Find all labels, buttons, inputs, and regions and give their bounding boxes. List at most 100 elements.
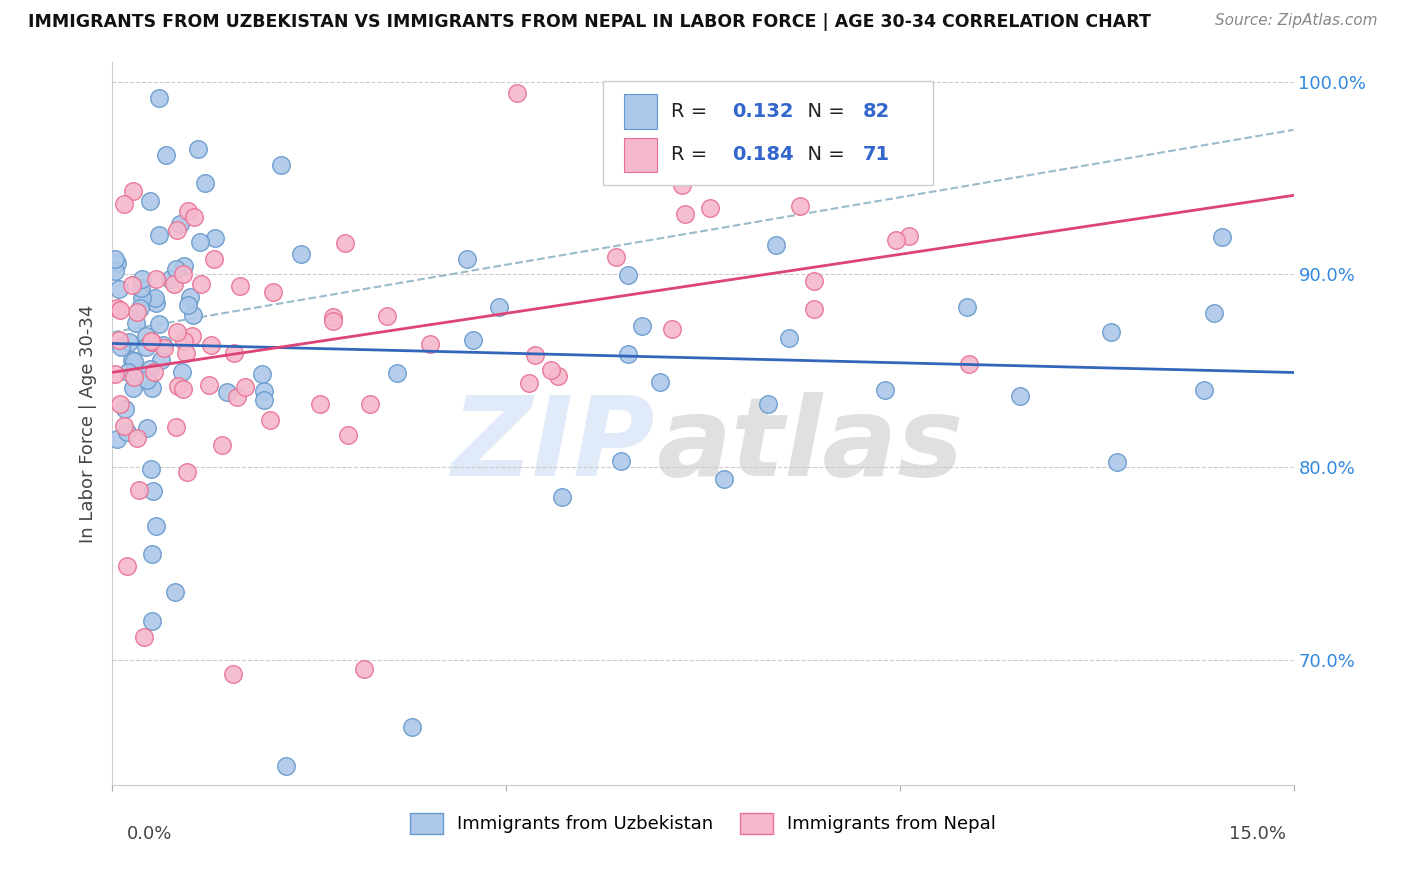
Point bbox=[152, 341, 174, 355]
Point bbox=[141, 614, 163, 628]
Point bbox=[152, 338, 174, 352]
Point bbox=[148, 317, 170, 331]
Y-axis label: In Labor Force | Age 30-34: In Labor Force | Age 30-34 bbox=[79, 304, 97, 543]
Point bbox=[150, 353, 173, 368]
Point bbox=[803, 302, 825, 317]
Point bbox=[617, 268, 640, 283]
Point bbox=[648, 375, 671, 389]
Point bbox=[145, 272, 167, 286]
Point bbox=[897, 228, 920, 243]
Text: N =: N = bbox=[796, 102, 851, 121]
Point bbox=[713, 472, 735, 486]
Point bbox=[135, 340, 157, 354]
Point bbox=[1105, 455, 1128, 469]
Point bbox=[605, 251, 627, 265]
Point bbox=[167, 378, 190, 392]
Text: R =: R = bbox=[671, 102, 714, 121]
Point bbox=[131, 272, 153, 286]
Point bbox=[131, 291, 153, 305]
Point bbox=[461, 333, 484, 347]
Point bbox=[198, 377, 221, 392]
Point bbox=[174, 345, 197, 359]
Bar bbox=[624, 137, 657, 172]
Point bbox=[112, 196, 135, 211]
Point bbox=[105, 432, 128, 446]
Point bbox=[222, 345, 245, 359]
Point bbox=[631, 319, 654, 334]
Point bbox=[141, 462, 163, 476]
Point bbox=[115, 558, 138, 573]
Point bbox=[699, 201, 721, 215]
Point bbox=[172, 365, 194, 379]
Point bbox=[270, 158, 292, 172]
Point bbox=[183, 210, 205, 224]
Point bbox=[143, 291, 166, 305]
Point bbox=[166, 325, 188, 339]
Point bbox=[181, 309, 204, 323]
Point bbox=[661, 321, 683, 335]
Point bbox=[336, 428, 359, 442]
Point bbox=[262, 285, 284, 299]
FancyBboxPatch shape bbox=[603, 80, 934, 186]
Point bbox=[222, 666, 245, 681]
Point bbox=[322, 313, 344, 327]
Point bbox=[778, 331, 800, 345]
Point bbox=[194, 176, 217, 190]
Point bbox=[229, 278, 252, 293]
Point bbox=[143, 365, 166, 379]
Point bbox=[957, 357, 980, 371]
Point bbox=[488, 300, 510, 314]
Point bbox=[148, 91, 170, 105]
Point bbox=[290, 246, 312, 260]
Point bbox=[1202, 306, 1225, 320]
Point bbox=[506, 87, 529, 101]
Point bbox=[188, 235, 211, 249]
Point bbox=[274, 758, 297, 772]
Point bbox=[179, 290, 201, 304]
Point bbox=[1211, 230, 1233, 244]
Point bbox=[145, 295, 167, 310]
Text: 15.0%: 15.0% bbox=[1229, 825, 1286, 843]
Point bbox=[884, 233, 907, 247]
Point bbox=[108, 303, 131, 318]
Point bbox=[132, 630, 155, 644]
Point bbox=[141, 547, 163, 561]
Point bbox=[145, 519, 167, 533]
Point bbox=[141, 335, 163, 350]
Text: 71: 71 bbox=[862, 145, 890, 164]
Legend: Immigrants from Uzbekistan, Immigrants from Nepal: Immigrants from Uzbekistan, Immigrants f… bbox=[402, 805, 1004, 841]
Point bbox=[517, 376, 540, 390]
Point bbox=[121, 184, 143, 198]
Point bbox=[166, 222, 188, 236]
Point bbox=[172, 382, 194, 396]
Point bbox=[155, 148, 177, 162]
Point bbox=[673, 207, 696, 221]
Text: R =: R = bbox=[671, 145, 714, 164]
Point bbox=[121, 381, 143, 395]
Text: IMMIGRANTS FROM UZBEKISTAN VS IMMIGRANTS FROM NEPAL IN LABOR FORCE | AGE 30-34 C: IMMIGRANTS FROM UZBEKISTAN VS IMMIGRANTS… bbox=[28, 13, 1152, 31]
Point bbox=[104, 263, 127, 277]
Point bbox=[180, 328, 202, 343]
Point bbox=[125, 316, 148, 330]
Point bbox=[141, 381, 163, 395]
Point bbox=[897, 164, 920, 178]
Point bbox=[252, 393, 274, 408]
Point bbox=[163, 277, 186, 291]
Point bbox=[114, 402, 136, 417]
Text: Source: ZipAtlas.com: Source: ZipAtlas.com bbox=[1215, 13, 1378, 29]
Point bbox=[125, 304, 148, 318]
Point bbox=[135, 329, 157, 343]
Text: 0.184: 0.184 bbox=[733, 145, 794, 164]
Point bbox=[176, 298, 198, 312]
Point bbox=[173, 334, 195, 348]
Point bbox=[129, 280, 152, 294]
Point bbox=[104, 367, 127, 381]
Point bbox=[765, 238, 787, 252]
Point bbox=[259, 413, 281, 427]
Point bbox=[359, 397, 381, 411]
Point bbox=[139, 194, 162, 208]
Point bbox=[110, 340, 132, 354]
Point bbox=[169, 217, 191, 231]
Point bbox=[115, 425, 138, 439]
Point bbox=[253, 384, 276, 399]
